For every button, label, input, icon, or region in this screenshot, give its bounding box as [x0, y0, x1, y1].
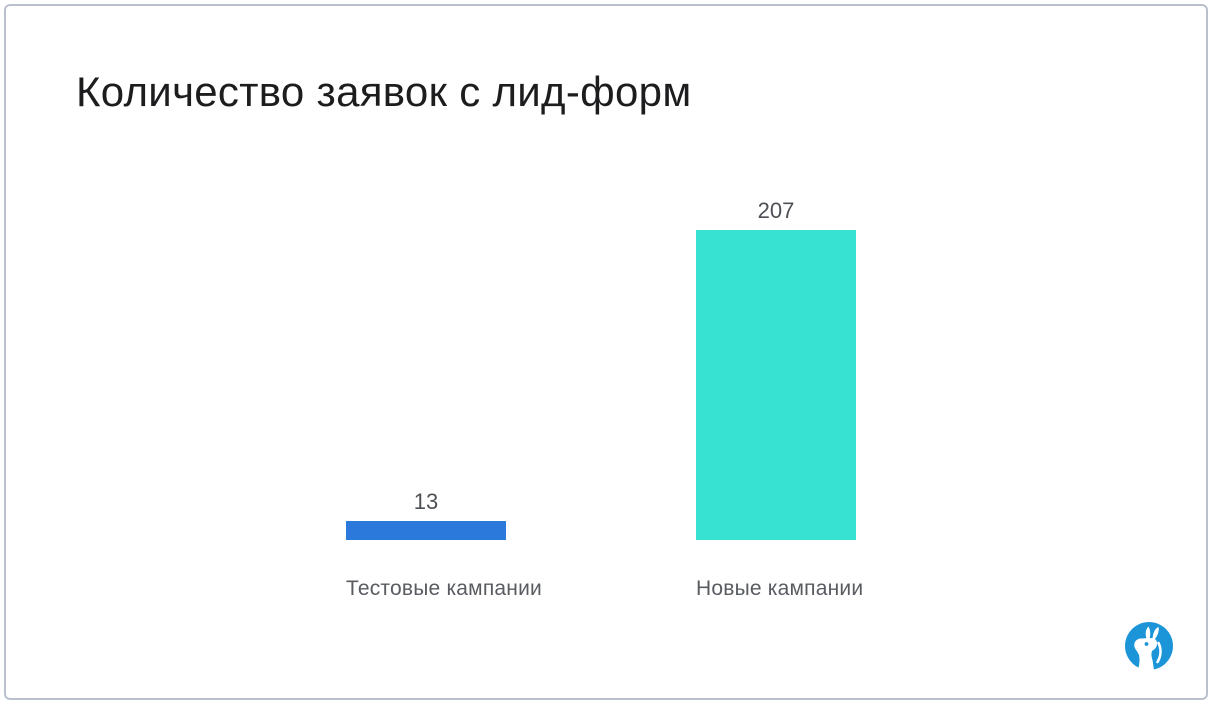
category-label-new-campaigns: Новые кампании	[696, 577, 864, 600]
bar-value-label: 207	[757, 197, 795, 223]
llama-logo-icon	[1125, 622, 1173, 670]
chart-title: Количество заявок с лид-форм	[76, 68, 692, 115]
category-label-test-campaigns: Тестовые кампании	[346, 577, 542, 600]
bar-new-campaigns	[696, 229, 856, 540]
bar-test-campaigns	[346, 520, 506, 540]
bar-value-label: 13	[413, 488, 439, 514]
bar-group-new-campaigns: 207	[696, 197, 856, 540]
bar-group-test-campaigns: 13	[346, 488, 506, 540]
